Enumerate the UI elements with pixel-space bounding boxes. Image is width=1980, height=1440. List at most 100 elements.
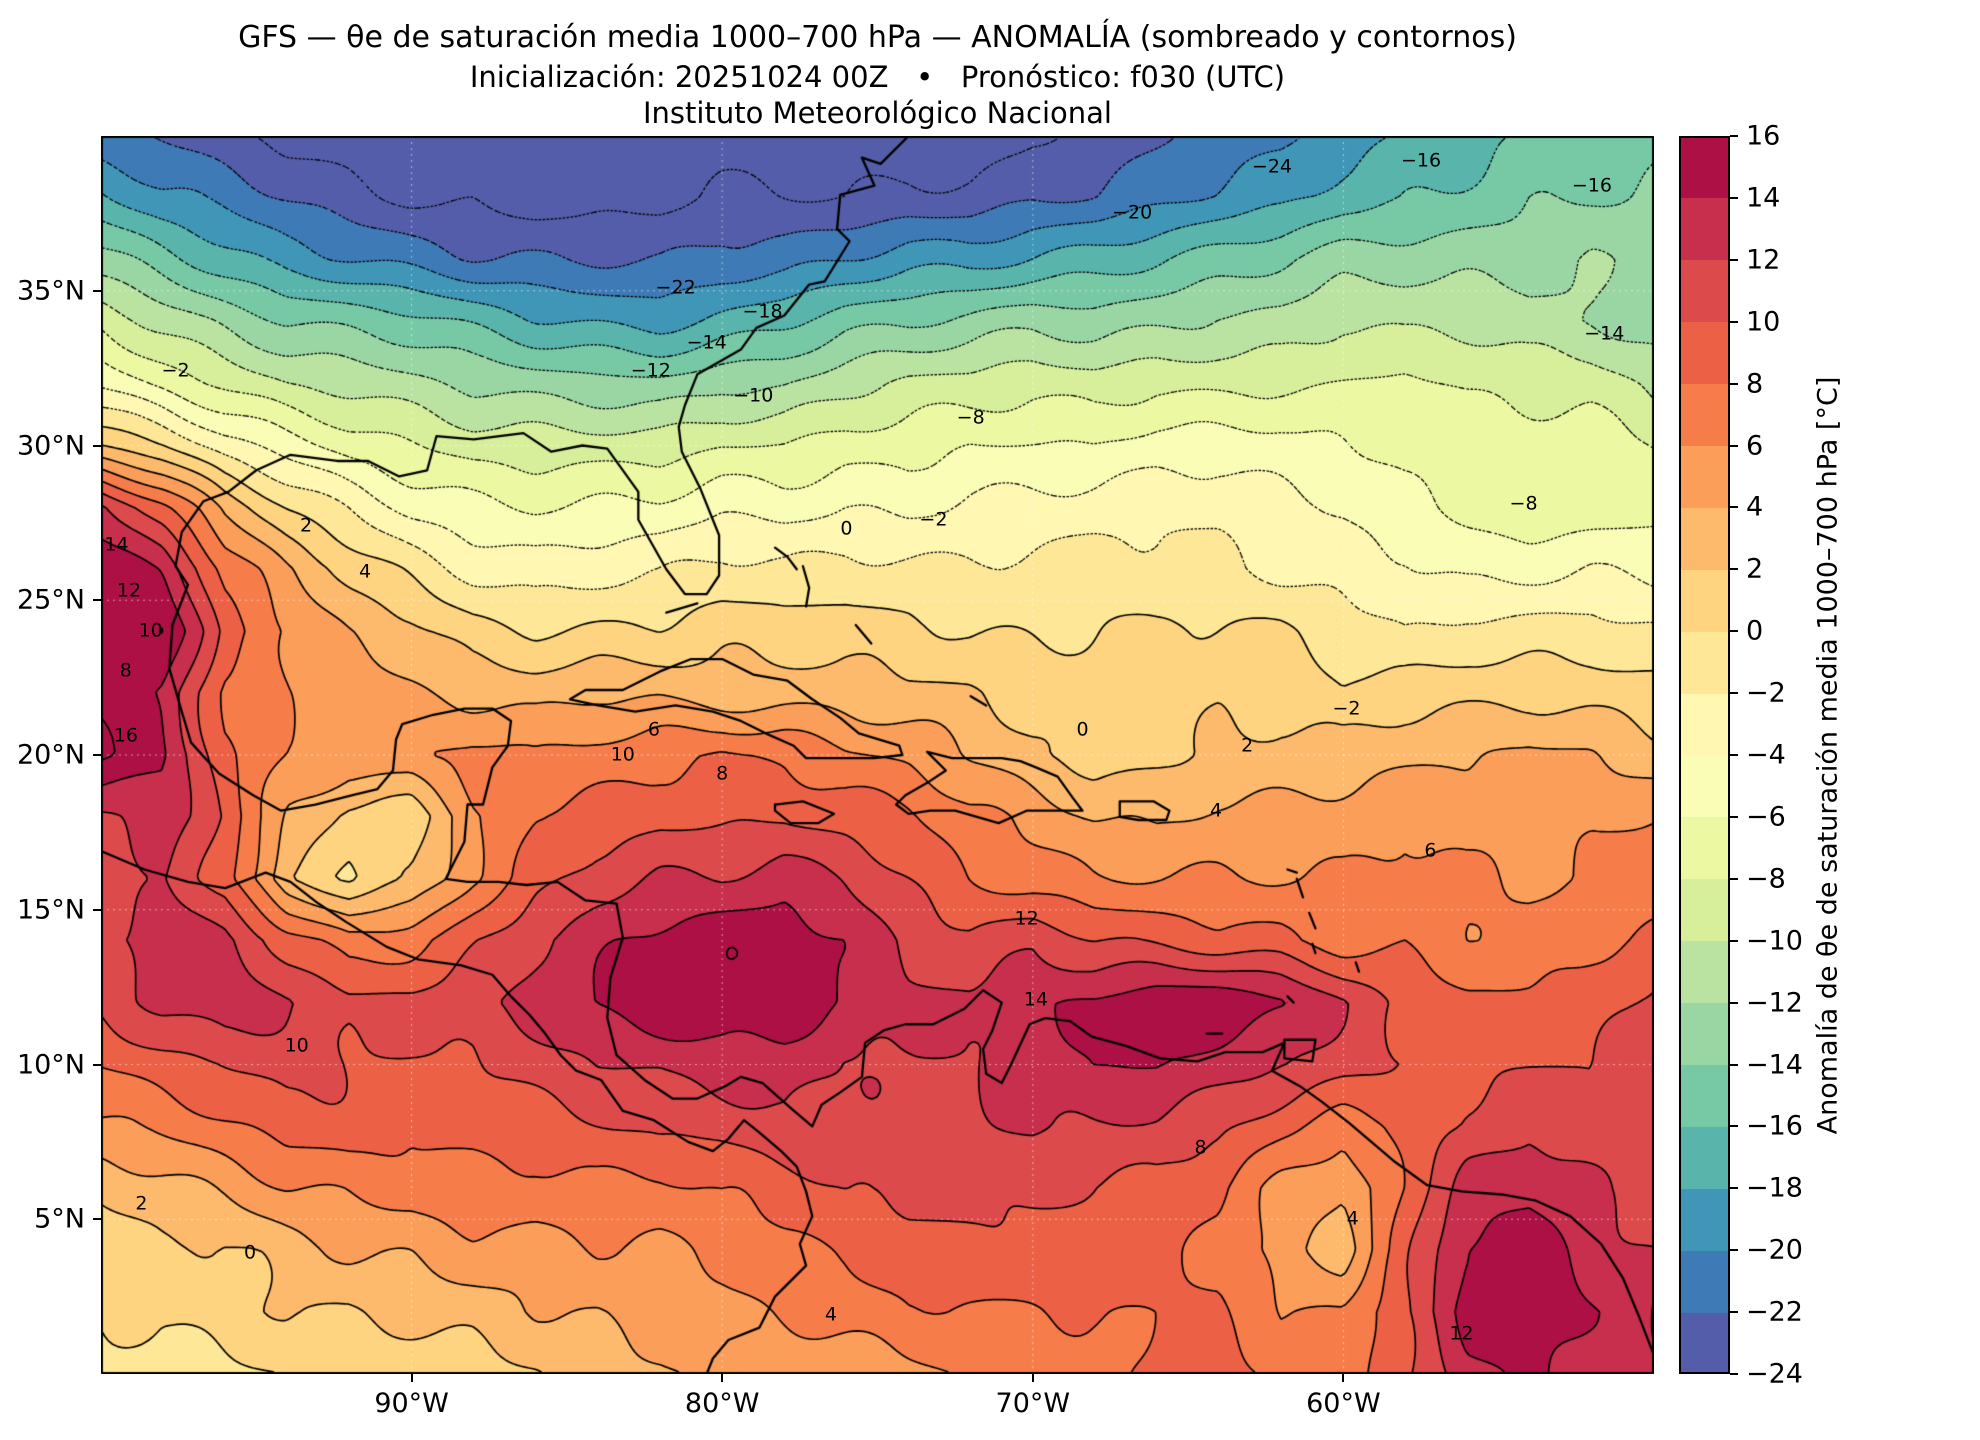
colorbar-tick-mark [1730, 630, 1738, 633]
colorbar-tick-mark [1730, 444, 1738, 447]
colorbar-tick-mark [1730, 1311, 1738, 1314]
colorbar-tick-mark [1730, 1373, 1738, 1375]
colorbar-tick-label: −16 [1746, 1110, 1803, 1142]
colorbar-tick-mark [1730, 939, 1738, 942]
colorbar-segment [1679, 693, 1730, 756]
x-tick-label: 60°W [1306, 1388, 1381, 1419]
colorbar-tick-label: −18 [1746, 1172, 1803, 1204]
y-tick-mark [93, 289, 101, 292]
contour-label: 2 [135, 1192, 148, 1215]
x-tick-label: 70°W [995, 1388, 1071, 1419]
colorbar-segment [1679, 631, 1730, 694]
y-tick-label: 35°N [16, 275, 85, 307]
y-tick-label: 30°N [16, 430, 85, 461]
figure-subtitle-org: Instituto Meteorológico Nacional [643, 96, 1112, 130]
y-tick-mark [93, 599, 101, 602]
colorbar-segment [1679, 507, 1730, 570]
contour-label: 4 [1210, 799, 1223, 822]
colorbar-tick-mark [1730, 320, 1738, 323]
contour-label: 2 [1241, 734, 1254, 757]
contour-label: 2 [299, 514, 313, 537]
colorbar-tick-label: 4 [1746, 491, 1764, 523]
contour-label: −24 [1251, 155, 1293, 178]
colorbar-segment [1679, 1002, 1730, 1065]
contour-label: −2 [919, 508, 948, 531]
contour-label: 6 [1424, 839, 1437, 862]
colorbar-tick-mark [1730, 1001, 1738, 1004]
colorbar-tick-label: 0 [1746, 615, 1764, 647]
contour-label: 8 [1194, 1136, 1207, 1159]
colorbar-segment [1679, 569, 1730, 632]
colorbar-tick-mark [1730, 692, 1738, 695]
contour-label: −20 [1112, 201, 1153, 224]
colorbar-segment [1679, 816, 1730, 880]
colorbar-tick-mark [1730, 506, 1738, 509]
contour-label: −14 [1584, 322, 1625, 345]
contour-label: 10 [284, 1034, 309, 1057]
y-tick-label: 20°N [16, 739, 85, 771]
contour-label: −14 [686, 331, 727, 354]
colorbar-segment [1679, 1064, 1730, 1127]
contour-label: −12 [630, 359, 671, 382]
colorbar-tick-mark [1730, 1187, 1738, 1190]
colorbar-segment [1679, 136, 1730, 199]
x-tick-label: 80°W [684, 1388, 760, 1419]
colorbar-segment [1679, 383, 1730, 446]
y-tick-mark [93, 754, 101, 756]
colorbar-tick-label: −8 [1746, 863, 1786, 895]
x-tick-mark [1342, 1374, 1345, 1382]
y-tick-mark [93, 1218, 101, 1221]
colorbar-tick-label: −2 [1746, 677, 1786, 709]
colorbar-tick-label: −6 [1746, 801, 1786, 833]
colorbar-segment [1679, 1250, 1730, 1313]
colorbar-segment [1679, 197, 1730, 261]
y-tick-mark [93, 444, 101, 447]
colorbar-tick-mark [1730, 135, 1738, 137]
contour-label: 12 [116, 579, 142, 602]
colorbar-tick-mark [1730, 815, 1738, 818]
y-tick-mark [93, 908, 101, 911]
colorbar-tick-label: −20 [1746, 1234, 1803, 1266]
colorbar-tick-label: 2 [1746, 553, 1764, 585]
colorbar-tick-mark [1730, 382, 1738, 385]
colorbar-tick-label: 6 [1746, 430, 1764, 461]
colorbar-segment [1679, 1312, 1730, 1375]
map-canvas [101, 136, 1654, 1374]
contour-label: 4 [1346, 1207, 1359, 1230]
colorbar-label: Anomalía de θe de saturación media 1000–… [1812, 376, 1844, 1134]
contour-label: −16 [1571, 174, 1612, 197]
colorbar-tick-mark [1730, 568, 1738, 571]
contour-label: −2 [1332, 697, 1361, 720]
contour-label: 14 [104, 533, 129, 556]
x-tick-label: 90°W [374, 1388, 449, 1419]
contour-label: 10 [610, 743, 635, 766]
colorbar-tick-label: −24 [1746, 1358, 1803, 1390]
colorbar-tick-label: −4 [1746, 739, 1786, 771]
figure-subtitle-init: Inicialización: 20251024 00Z • Pronóstic… [469, 60, 1286, 94]
contour-label: −22 [655, 276, 696, 299]
colorbar-segment [1679, 1188, 1730, 1251]
colorbar-segment [1679, 445, 1730, 508]
contour-label: 12 [1449, 1322, 1474, 1345]
colorbar-tick-label: 12 [1746, 244, 1781, 276]
colorbar-tick-label: −22 [1746, 1296, 1803, 1328]
colorbar-tick-label: −10 [1746, 925, 1803, 957]
colorbar-tick-mark [1730, 1125, 1738, 1128]
colorbar-tick-mark [1730, 196, 1738, 199]
colorbar-tick-mark [1730, 258, 1738, 261]
colorbar-tick-mark [1730, 1063, 1738, 1066]
colorbar-tick-label: −14 [1746, 1049, 1803, 1080]
y-tick-label: 15°N [16, 894, 85, 926]
colorbar [1679, 136, 1730, 1374]
colorbar-segment [1679, 940, 1730, 1004]
contour-label: 12 [1014, 907, 1039, 930]
colorbar-segment [1679, 259, 1730, 323]
contour-label: 0 [244, 1241, 257, 1264]
colorbar-tick-mark [1730, 1249, 1738, 1252]
colorbar-segment [1679, 321, 1730, 385]
colorbar-tick-label: 10 [1746, 306, 1781, 338]
contour-label: 0 [1076, 718, 1089, 741]
y-tick-label: 25°N [16, 584, 85, 616]
contour-label: 8 [716, 762, 729, 785]
contour-label: −2 [161, 359, 190, 382]
